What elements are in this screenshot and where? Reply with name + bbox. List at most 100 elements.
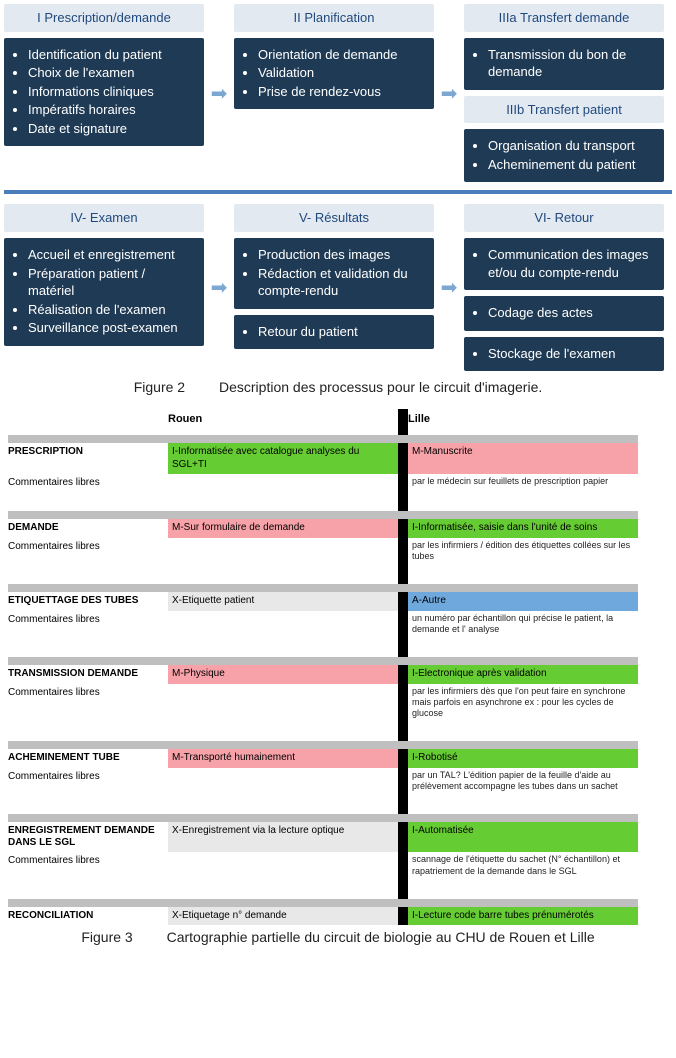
cell-a: X-Enregistrement via la lecture optique [168, 822, 398, 852]
arrow-icon: ➡ [440, 275, 458, 300]
row-label: PRESCRIPTION [8, 443, 168, 474]
figure-label: Figure 3 [81, 929, 132, 945]
flow-body: Transmission du bon de demande [464, 38, 664, 90]
flow-col-1: I Prescription/demande Identification du… [4, 4, 204, 146]
note-b: par un TAL? L'édition papier de la feuil… [408, 768, 638, 801]
row-label: RECONCILIATION [8, 907, 168, 926]
figure-text: Description des processus pour le circui… [219, 379, 542, 395]
flow-item: Préparation patient / matériel [28, 265, 194, 300]
table-subrow: Commentaires libres par les infirmiers / … [8, 538, 668, 571]
flow-body: Stockage de l'examen [464, 337, 664, 372]
flow-item: Informations cliniques [28, 83, 194, 101]
arrow-icon: ➡ [210, 81, 228, 106]
note-a [168, 611, 398, 644]
flow-item: Orientation de demande [258, 46, 424, 64]
flow-header: VI- Retour [464, 204, 664, 232]
table-subrow: Commentaires libresscannage de l'étiquet… [8, 852, 668, 885]
table-row: ETIQUETTAGE DES TUBESX-Etiquette patient… [8, 592, 668, 611]
cell-a: M-Sur formulaire de demande [168, 519, 398, 538]
flow-body: Organisation du transport Acheminement d… [464, 129, 664, 182]
table-row: RECONCILIATIONX-Etiquetage n° demandeI-L… [8, 907, 668, 926]
cell-b: I-Electronique après validation [408, 665, 638, 684]
row-label: ACHEMINEMENT TUBE [8, 749, 168, 768]
flow-body: Production des images Rédaction et valid… [234, 238, 434, 309]
flow-header: IV- Examen [4, 204, 204, 232]
flow-item: Production des images [258, 246, 424, 264]
flow-body: Retour du patient [234, 315, 434, 350]
flow-item: Accueil et enregistrement [28, 246, 194, 264]
flow-header: V- Résultats [234, 204, 434, 232]
section-divider [8, 741, 668, 749]
city-a: Rouen [168, 409, 398, 435]
table-subrow: Commentaires libres un numéro par échanti… [8, 611, 668, 644]
cell-a: M-Physique [168, 665, 398, 684]
note-a [168, 684, 398, 728]
note-b: scannage de l'étiquette du sachet (N° éc… [408, 852, 638, 885]
row-gap [8, 570, 668, 584]
table-subrow: Commentaires libres par le médecin sur fe… [8, 474, 668, 497]
note-b: par les infirmiers / édition des étiquet… [408, 538, 638, 571]
flow-row-1: I Prescription/demande Identification du… [4, 4, 672, 182]
flow-header: I Prescription/demande [4, 4, 204, 32]
cell-a: M-Transporté humainement [168, 749, 398, 768]
flow-body: Communication des images et/ou du compte… [464, 238, 664, 290]
flow-item: Réalisation de l'examen [28, 301, 194, 319]
flow-item: Codage des actes [488, 304, 654, 322]
flow-header: II Planification [234, 4, 434, 32]
row-label: ENREGISTREMENT DEMANDE DANS LE SGL [8, 822, 168, 852]
flow-col-6: VI- Retour Communication des images et/o… [464, 204, 664, 371]
section-divider [8, 511, 668, 519]
cell-a: X-Etiquette patient [168, 592, 398, 611]
note-b: par le médecin sur feuillets de prescrip… [408, 474, 638, 497]
figure-label: Figure 2 [134, 379, 185, 395]
flow-col-3: IIIa Transfert demande Transmission du b… [464, 4, 664, 182]
flow-item: Prise de rendez-vous [258, 83, 424, 101]
flow-col-4: IV- Examen Accueil et enregistrement Pré… [4, 204, 204, 345]
note-a [168, 474, 398, 497]
table-subrow: Commentaires librespar un TAL? L'édition… [8, 768, 668, 801]
section-divider [8, 435, 668, 443]
flow-header: IIIb Transfert patient [464, 96, 664, 124]
section-divider [8, 814, 668, 822]
divider [4, 190, 672, 194]
figure-3-caption: Figure 3 Cartographie partielle du circu… [4, 929, 672, 945]
cell-b: I-Robotisé [408, 749, 638, 768]
flow-col-5: V- Résultats Production des images Rédac… [234, 204, 434, 349]
row-label: DEMANDE [8, 519, 168, 538]
table-subrow: Commentaires librespar les infirmiers dè… [8, 684, 668, 728]
cell-b: I-Automatisée [408, 822, 638, 852]
flow-item: Stockage de l'examen [488, 345, 654, 363]
cell-b: M-Manuscrite [408, 443, 638, 474]
row-label: TRANSMISSION DEMANDE [8, 665, 168, 684]
cell-b: I-Informatisée, saisie dans l'unité de s… [408, 519, 638, 538]
flow-body: Codage des actes [464, 296, 664, 331]
flow-item: Rédaction et validation du compte-rendu [258, 265, 424, 300]
figure-2-caption: Figure 2 Description des processus pour … [4, 379, 672, 395]
flow-item: Transmission du bon de demande [488, 46, 654, 81]
city-b: Lille [408, 409, 638, 435]
note-b: par les infirmiers dès que l'on peut fai… [408, 684, 638, 728]
row-gap [8, 727, 668, 741]
table-row: ENREGISTREMENT DEMANDE DANS LE SGLX-Enre… [8, 822, 668, 852]
flow-item: Surveillance post-examen [28, 319, 194, 337]
note-a [168, 538, 398, 571]
row-sublabel: Commentaires libres [8, 538, 168, 571]
flow-item: Acheminement du patient [488, 156, 654, 174]
row-sublabel: Commentaires libres [8, 611, 168, 644]
table-row: ACHEMINEMENT TUBEM-Transporté humainemen… [8, 749, 668, 768]
row-sublabel: Commentaires libres [8, 474, 168, 497]
flow-item: Impératifs horaires [28, 101, 194, 119]
table-row: PRESCRIPTIONI-Informatisée avec catalogu… [8, 443, 668, 474]
cell-b: I-Lecture code barre tubes prénumérotés [408, 907, 638, 926]
flow-item: Identification du patient [28, 46, 194, 64]
note-b: un numéro par échantillon qui précise le… [408, 611, 638, 644]
flow-item: Retour du patient [258, 323, 424, 341]
row-gap [8, 643, 668, 657]
flow-item: Choix de l'examen [28, 64, 194, 82]
flow-body: Identification du patient Choix de l'exa… [4, 38, 204, 147]
flow-body: Orientation de demande Validation Prise … [234, 38, 434, 110]
note-a [168, 768, 398, 801]
row-gap [8, 885, 668, 899]
cell-a: I-Informatisée avec catalogue analyses d… [168, 443, 398, 474]
section-divider [8, 657, 668, 665]
